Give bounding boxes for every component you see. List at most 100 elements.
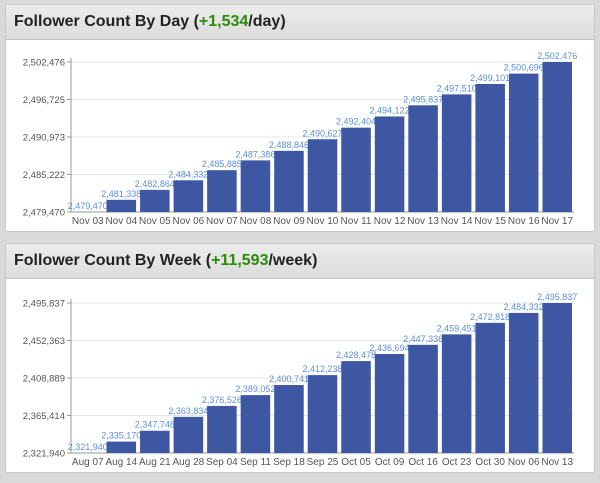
- weekly-x-tick-label: Sep 18: [273, 457, 305, 468]
- weekly-bar-chart: 2,321,940 2,365,414 2,408,889 2,452,363 2,49…: [23, 292, 578, 468]
- daily-bar: [274, 150, 304, 212]
- weekly-bar: [542, 303, 572, 453]
- weekly-value-label: 2,335,170: [101, 431, 141, 441]
- weekly-chart-panel: Follower Count By Week ( +11,593 /week )…: [5, 243, 595, 473]
- weekly-chart-title: Follower Count By Week: [14, 252, 202, 269]
- daily-bar: [408, 105, 438, 212]
- weekly-value-label: 2,412,238: [302, 364, 342, 374]
- daily-x-tick-label: Nov 08: [240, 216, 272, 227]
- weekly-y-tick-label: 2,452,363: [23, 336, 65, 347]
- daily-bar: [307, 139, 338, 212]
- weekly-value-label: 2,400,741: [269, 374, 309, 384]
- daily-bar: [341, 127, 371, 212]
- daily-value-label: 2,484,332: [168, 169, 208, 179]
- daily-value-label: 2,488,846: [269, 140, 309, 150]
- daily-rate-unit: /day: [248, 13, 281, 30]
- weekly-x-tick-label: Sep 25: [307, 457, 339, 468]
- daily-bar: [140, 189, 170, 212]
- weekly-y-tick-label: 2,495,837: [23, 299, 65, 310]
- weekly-x-tick-label: Aug 28: [173, 457, 205, 468]
- weekly-value-label: 2,472,818: [470, 312, 510, 322]
- weekly-rate-value: +11,593: [211, 252, 269, 269]
- daily-x-tick-label: Nov 17: [541, 216, 573, 227]
- weekly-x-tick-label: Aug 14: [105, 457, 137, 468]
- weekly-bar: [374, 354, 405, 453]
- weekly-bar: [341, 361, 371, 453]
- weekly-value-label: 2,459,451: [437, 323, 477, 333]
- daily-bar: [173, 180, 204, 212]
- daily-value-label: 2,499,101: [470, 73, 510, 83]
- daily-value-label: 2,482,864: [135, 179, 175, 189]
- weekly-value-label: 2,347,748: [135, 420, 175, 430]
- weekly-value-label: 2,321,940: [68, 442, 108, 452]
- daily-bar: [240, 160, 271, 212]
- daily-x-tick-label: Nov 10: [307, 216, 339, 227]
- daily-y-tick-label: 2,502,476: [23, 58, 65, 69]
- daily-bar: [508, 73, 539, 212]
- weekly-x-tick-label: Nov 13: [541, 457, 573, 468]
- weekly-value-label: 2,484,332: [504, 302, 544, 312]
- weekly-bar: [441, 334, 472, 453]
- daily-bar: [441, 94, 472, 212]
- daily-rate-value: +1,534: [198, 13, 249, 30]
- weekly-value-label: 2,363,834: [168, 406, 208, 416]
- daily-x-tick-label: Nov 13: [407, 216, 439, 227]
- daily-x-tick-label: Nov 04: [105, 216, 137, 227]
- daily-y-tick-label: 2,485,222: [23, 170, 65, 181]
- daily-value-label: 2,500,696: [504, 63, 544, 73]
- weekly-x-tick-label: Oct 16: [408, 457, 438, 468]
- daily-chart-title: Follower Count By Day: [14, 13, 190, 30]
- daily-x-tick-label: Nov 03: [72, 216, 104, 227]
- daily-x-tick-label: Nov 05: [139, 216, 171, 227]
- weekly-bar: [408, 344, 438, 453]
- weekly-x-tick-label: Oct 05: [341, 457, 371, 468]
- daily-y-tick-label: 2,490,973: [23, 133, 65, 144]
- weekly-bar: [173, 416, 204, 453]
- daily-bar: [374, 116, 405, 212]
- weekly-value-label: 2,376,526: [202, 395, 242, 405]
- daily-x-tick-label: Nov 06: [173, 216, 205, 227]
- weekly-bar: [207, 405, 237, 453]
- weekly-x-tick-label: Aug 07: [72, 457, 104, 468]
- daily-value-label: 2,481,338: [101, 189, 141, 199]
- daily-x-tick-label: Nov 16: [508, 216, 540, 227]
- daily-x-tick-label: Nov 15: [474, 216, 506, 227]
- daily-value-label: 2,485,885: [202, 159, 242, 169]
- daily-y-tick-label: 2,496,725: [23, 95, 65, 106]
- weekly-x-tick-label: Aug 21: [139, 457, 171, 468]
- daily-chart-panel: Follower Count By Day ( +1,534 /day ) 2,…: [5, 4, 595, 232]
- weekly-value-label: 2,495,837: [537, 292, 577, 302]
- weekly-value-label: 2,389,052: [235, 384, 275, 394]
- daily-y-tick-label: 2,479,470: [23, 208, 65, 219]
- weekly-rate-unit: /week: [268, 252, 313, 269]
- daily-x-tick-label: Nov 07: [206, 216, 238, 227]
- daily-bar: [475, 84, 505, 212]
- weekly-bar: [240, 395, 271, 453]
- daily-value-label: 2,479,470: [68, 201, 108, 211]
- daily-chart-header: Follower Count By Day ( +1,534 /day ): [6, 5, 594, 40]
- weekly-y-tick-label: 2,408,889: [23, 373, 65, 384]
- daily-x-tick-label: Nov 09: [273, 216, 305, 227]
- weekly-bar: [307, 375, 338, 453]
- weekly-bar: [508, 312, 539, 453]
- weekly-chart-header: Follower Count By Week ( +11,593 /week ): [6, 244, 594, 279]
- weekly-bar: [475, 322, 505, 453]
- daily-x-tick-label: Nov 14: [441, 216, 473, 227]
- daily-bar: [207, 170, 237, 212]
- daily-value-label: 2,490,627: [302, 128, 342, 138]
- weekly-x-tick-label: Oct 30: [475, 457, 505, 468]
- daily-value-label: 2,495,837: [403, 94, 443, 104]
- weekly-x-tick-label: Oct 23: [442, 457, 472, 468]
- weekly-value-label: 2,428,478: [336, 350, 376, 360]
- daily-value-label: 2,494,122: [370, 105, 410, 115]
- daily-bar: [106, 199, 137, 212]
- daily-bar-chart: 2,479,470 2,485,222 2,490,973 2,496,725 2,50…: [23, 51, 578, 227]
- weekly-x-tick-label: Oct 09: [375, 457, 405, 468]
- weekly-x-tick-label: Nov 06: [508, 457, 540, 468]
- daily-value-label: 2,497,510: [437, 83, 477, 93]
- weekly-y-tick-label: 2,365,414: [23, 411, 65, 422]
- daily-value-label: 2,487,386: [235, 149, 275, 159]
- daily-x-tick-label: Nov 11: [341, 216, 372, 227]
- weekly-bar: [106, 441, 137, 453]
- weekly-y-tick-label: 2,321,940: [23, 449, 65, 460]
